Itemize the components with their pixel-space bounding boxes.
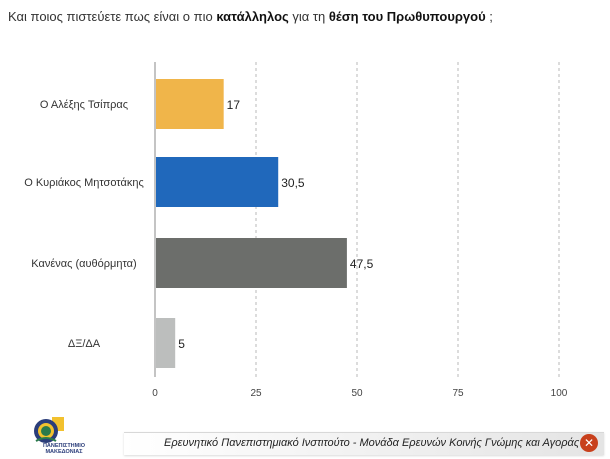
bar [156, 318, 176, 368]
data-label: 47,5 [350, 257, 374, 271]
x-tick-label: 0 [152, 388, 158, 399]
logo-caption-line1: ΠΑΝΕΠΙΣΤΗΜΙΟ [42, 443, 86, 449]
data-label: 30,5 [281, 176, 305, 190]
logo-caption: ΠΑΝΕΠΙΣΤΗΜΙΟ ΜΑΚΕΔΟΝΙΑΣ [34, 443, 94, 455]
x-tick-label: 100 [551, 388, 568, 399]
title-bold-position: θέση του Πρωθυπουργού [328, 9, 486, 24]
bar [156, 79, 224, 129]
x-tick-label: 75 [452, 388, 464, 399]
category-label: Ο Κυριάκος Μητσοτάκης [24, 177, 144, 189]
university-logo [26, 415, 98, 459]
bar [156, 238, 347, 288]
category-label: Ο Αλέξης Τσίπρας [40, 99, 128, 111]
source-text: Ερευνητικό Πανεπιστημιακό Ινστιτούτο - Μ… [164, 437, 580, 449]
x-tick-label: 50 [351, 388, 363, 399]
category-label: Κανένας (αυθόρμητα) [31, 258, 136, 270]
logo-caption-line2: ΜΑΚΕΔΟΝΙΑΣ [45, 449, 83, 455]
title-middle: για τη [288, 9, 329, 24]
bar [156, 157, 279, 207]
title-bold-suitable: κατάλληλος [216, 9, 289, 24]
data-label: 17 [227, 98, 241, 112]
page-title: Και ποιος πιστεύετε πως είναι ο πιο κατά… [8, 9, 493, 24]
close-icon[interactable]: ✕ [580, 434, 598, 452]
university-seal-icon [34, 417, 64, 443]
bar-chart: 0 25 50 75 100 Ο Αλέξης Τσίπρας 17 Ο Κυριάκος Μ… [24, 62, 568, 399]
source-footer: Ερευνητικό Πανεπιστημιακό Ινστιτούτο - Μ… [124, 432, 604, 455]
category-label: ΔΞ/ΔΑ [68, 338, 101, 350]
x-tick-label: 25 [250, 388, 262, 399]
data-label: 5 [178, 337, 185, 351]
title-prefix: Και ποιος πιστεύετε πως είναι ο πιο [8, 9, 217, 24]
title-suffix: ; [485, 9, 493, 24]
